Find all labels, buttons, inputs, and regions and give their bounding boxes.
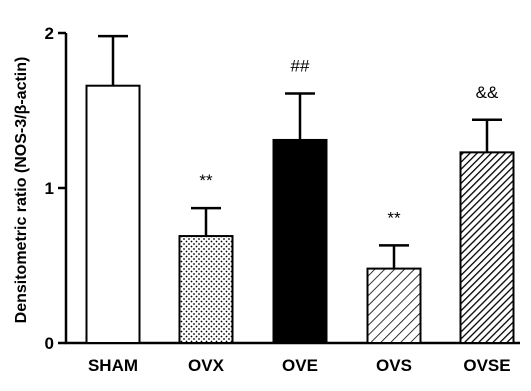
annotation-ovse: && (476, 83, 499, 102)
annotation-ovs: ** (387, 208, 401, 227)
x-tick-label-ove: OVE (282, 356, 318, 375)
annotation-ovx: ** (199, 171, 213, 190)
x-tick-label-ovx: OVX (188, 356, 225, 375)
y-tick-label-2: 2 (45, 24, 54, 43)
bar-sham (85, 84, 141, 344)
bar-ovs (366, 267, 422, 345)
y-tick-label-1: 1 (45, 179, 54, 198)
y-axis-label: Densitometric ratio (NOS-3/β-actin) (13, 57, 30, 324)
y-tick-label-0: 0 (45, 334, 54, 353)
x-tick-label-sham: SHAM (88, 356, 138, 375)
labels: 0 1 2 SHAM OVX ** OVE ## OVS ** OVSE && (45, 24, 511, 375)
bar-ove (272, 138, 328, 344)
x-tick-label-ovs: OVS (376, 356, 412, 375)
bars (85, 34, 515, 345)
bar-ovx (178, 235, 234, 344)
bar-ovse (459, 151, 515, 344)
annotation-ove: ## (291, 56, 310, 75)
x-tick-label-ovse: OVSE (463, 356, 510, 375)
